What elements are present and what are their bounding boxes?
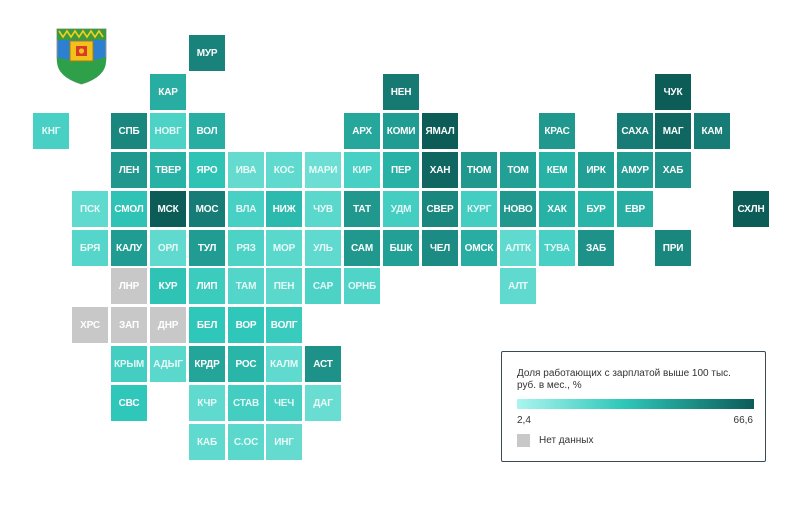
region-tile[interactable]: КОС xyxy=(266,152,302,188)
coat-of-arms-icon xyxy=(55,27,108,85)
region-tile[interactable]: КАЛУ xyxy=(111,230,147,266)
region-tile[interactable]: НОВГ xyxy=(150,113,186,149)
region-tile[interactable]: ЯМАЛ xyxy=(422,113,458,149)
region-tile[interactable]: РОС xyxy=(228,346,264,382)
no-data-swatch xyxy=(517,434,530,447)
region-tile[interactable]: ПСК xyxy=(72,191,108,227)
region-tile[interactable]: ТОМ xyxy=(500,152,536,188)
region-tile[interactable]: БРЯ xyxy=(72,230,108,266)
region-tile[interactable]: ВОЛГ xyxy=(266,307,302,343)
region-tile[interactable]: ТВЕР xyxy=(150,152,186,188)
region-tile[interactable]: АЛТ xyxy=(500,268,536,304)
region-tile[interactable]: БШК xyxy=(383,230,419,266)
region-tile[interactable]: ВОЛ xyxy=(189,113,225,149)
region-tile[interactable]: ДАГ xyxy=(305,385,341,421)
region-tile[interactable]: ЯРО xyxy=(189,152,225,188)
legend-min-label: 2,4 xyxy=(517,415,531,426)
region-tile[interactable]: ТАТ xyxy=(344,191,380,227)
region-tile[interactable]: МАГ xyxy=(655,113,691,149)
legend-max-label: 66,6 xyxy=(733,415,753,426)
region-tile[interactable]: ТУВА xyxy=(539,230,575,266)
region-tile[interactable]: ЗАП xyxy=(111,307,147,343)
region-tile[interactable]: ХРС xyxy=(72,307,108,343)
region-tile[interactable]: ЗАБ xyxy=(578,230,614,266)
region-tile[interactable]: ОРНБ xyxy=(344,268,380,304)
region-tile[interactable]: ДНР xyxy=(150,307,186,343)
region-tile[interactable]: САМ xyxy=(344,230,380,266)
region-tile[interactable]: АДЫГ xyxy=(150,346,186,382)
region-tile[interactable]: ТЮМ xyxy=(461,152,497,188)
region-tile[interactable]: ХАН xyxy=(422,152,458,188)
region-tile[interactable]: УЛЬ xyxy=(305,230,341,266)
region-tile[interactable]: ЧУВ xyxy=(305,191,341,227)
region-tile[interactable]: СВС xyxy=(111,385,147,421)
region-tile[interactable]: ОМСК xyxy=(461,230,497,266)
region-tile[interactable]: КУРГ xyxy=(461,191,497,227)
region-tile[interactable]: ТАМ xyxy=(228,268,264,304)
region-tile[interactable]: ВЛА xyxy=(228,191,264,227)
region-tile[interactable]: БЕЛ xyxy=(189,307,225,343)
region-tile[interactable]: НЕН xyxy=(383,74,419,110)
region-tile[interactable]: КРАС xyxy=(539,113,575,149)
region-tile[interactable]: СХЛН xyxy=(733,191,769,227)
region-tile[interactable]: МСК xyxy=(150,191,186,227)
legend-color-scale xyxy=(517,399,754,409)
region-tile[interactable]: АРХ xyxy=(344,113,380,149)
region-tile[interactable]: КЧР xyxy=(189,385,225,421)
region-tile[interactable]: САХА xyxy=(617,113,653,149)
region-tile[interactable]: ЛИП xyxy=(189,268,225,304)
region-tile[interactable]: ИВА xyxy=(228,152,264,188)
legend-title: Доля работающих с зарплатой выше 100 тыс… xyxy=(517,368,731,391)
region-tile[interactable]: УДМ xyxy=(383,191,419,227)
region-tile[interactable]: ХАК xyxy=(539,191,575,227)
region-tile[interactable]: КИР xyxy=(344,152,380,188)
region-tile[interactable]: СМОЛ xyxy=(111,191,147,227)
region-tile[interactable]: СТАВ xyxy=(228,385,264,421)
region-tile[interactable]: ХАБ xyxy=(655,152,691,188)
region-tile[interactable]: ЕВР xyxy=(617,191,653,227)
region-tile[interactable]: ЧЕЛ xyxy=(422,230,458,266)
region-tile[interactable]: РЯЗ xyxy=(228,230,264,266)
region-tile[interactable]: МАРИ xyxy=(305,152,341,188)
region-tile[interactable]: ЛНР xyxy=(111,268,147,304)
region-tile[interactable]: ЧУК xyxy=(655,74,691,110)
region-tile[interactable]: ПЕН xyxy=(266,268,302,304)
region-tile[interactable]: АЛТК xyxy=(500,230,536,266)
region-tile[interactable]: СВЕР xyxy=(422,191,458,227)
region-tile[interactable]: КУР xyxy=(150,268,186,304)
region-tile[interactable]: МУР xyxy=(189,35,225,71)
region-tile[interactable]: С.ОС xyxy=(228,424,264,460)
region-tile[interactable]: ТУЛ xyxy=(189,230,225,266)
region-tile[interactable]: МОР xyxy=(266,230,302,266)
region-tile[interactable]: ИРК xyxy=(578,152,614,188)
region-tile[interactable]: НИЖ xyxy=(266,191,302,227)
region-tile[interactable]: КАР xyxy=(150,74,186,110)
region-tile[interactable]: ПРИ xyxy=(655,230,691,266)
region-tile[interactable]: ЛЕН xyxy=(111,152,147,188)
region-tile[interactable]: КОМИ xyxy=(383,113,419,149)
region-tile[interactable]: КАБ xyxy=(189,424,225,460)
region-tile[interactable]: МОС xyxy=(189,191,225,227)
no-data-label: Нет данных xyxy=(539,435,594,446)
region-tile[interactable]: ОРЛ xyxy=(150,230,186,266)
region-tile[interactable]: КНГ xyxy=(33,113,69,149)
legend-panel: Доля работающих с зарплатой выше 100 тыс… xyxy=(501,351,766,462)
region-tile[interactable]: КРЫМ xyxy=(111,346,147,382)
region-tile[interactable]: КАЛМ xyxy=(266,346,302,382)
region-tile[interactable]: ИНГ xyxy=(266,424,302,460)
region-tile[interactable]: ЧЕЧ xyxy=(266,385,302,421)
region-tile[interactable]: БУР xyxy=(578,191,614,227)
region-tile[interactable]: КАМ xyxy=(694,113,730,149)
region-tile[interactable]: САР xyxy=(305,268,341,304)
region-tile[interactable]: СПБ xyxy=(111,113,147,149)
region-tile[interactable]: ПЕР xyxy=(383,152,419,188)
region-tile[interactable]: КРДР xyxy=(189,346,225,382)
region-tile[interactable]: НОВО xyxy=(500,191,536,227)
region-tile[interactable]: АМУР xyxy=(617,152,653,188)
region-tile[interactable]: КЕМ xyxy=(539,152,575,188)
region-tile[interactable]: ВОР xyxy=(228,307,264,343)
region-tile[interactable]: АСТ xyxy=(305,346,341,382)
